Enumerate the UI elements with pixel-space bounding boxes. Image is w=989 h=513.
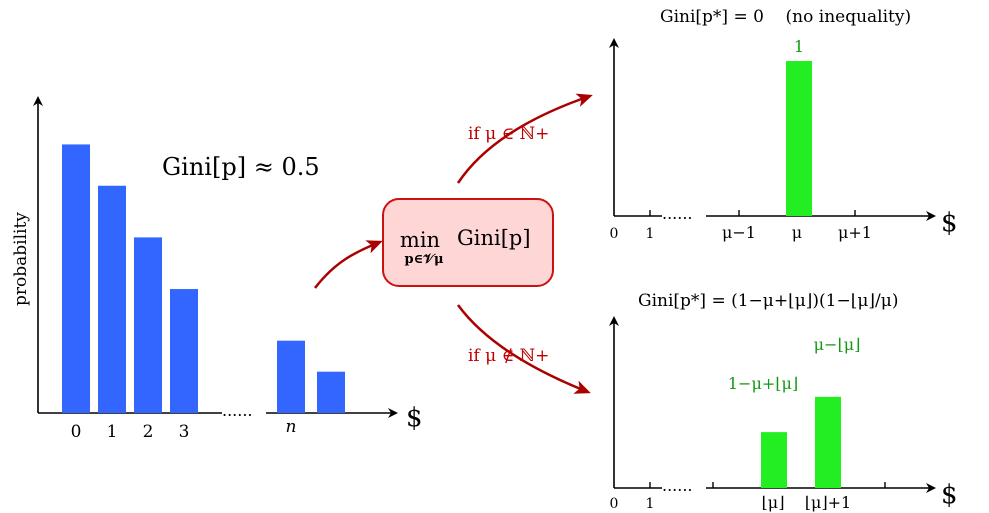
bottom-tick-label-floor: ⌊μ⌋ (762, 493, 785, 512)
top-x-dots: ...... (662, 204, 693, 223)
center-box-frame (382, 198, 554, 287)
center-box: min p∈𝒱μ Gini[p] (382, 198, 554, 287)
bottom-currency: $ (941, 480, 958, 510)
top-chart-title: Gini[p*] = 0 (no inequality) (660, 7, 911, 27)
left-tick-2: 2 (143, 422, 154, 442)
center-box-expr: Gini[p] (457, 226, 531, 250)
left-bars (62, 144, 345, 414)
center-box-sub: p∈𝒱μ (404, 252, 444, 267)
left-bar-3 (170, 289, 198, 413)
bottom-bar-0 (761, 432, 787, 488)
arrow-bottom-branch (456, 304, 591, 394)
left-bar-5 (317, 371, 345, 413)
top-currency: $ (941, 208, 958, 238)
left-tick-0: 0 (71, 422, 82, 442)
bottom-x-dots: ...... (662, 476, 693, 495)
bottom-bar-1 (815, 396, 841, 488)
arrow-top-branch (456, 93, 593, 184)
bottom-tick-label-floor+1: ⌊μ⌋+1 (805, 493, 851, 512)
bottom-branch-label: if μ ∉ ℕ+ (468, 346, 549, 366)
top-tick-label-mu+1: μ+1 (838, 223, 872, 242)
top-tick-label-0: 0 (610, 226, 619, 242)
left-bar-1 (98, 185, 126, 413)
left-currency: $ (406, 403, 423, 433)
bottom-chart-title: Gini[p*] = (1−μ+⌊μ⌋)(1−⌊μ⌋/μ) (638, 291, 898, 311)
bottom-bar-label-2: μ−⌊μ⌋ (814, 335, 861, 354)
left-bar-0 (62, 144, 90, 414)
left-y-label: probability (11, 212, 31, 306)
top-bar-0 (786, 61, 812, 216)
bottom-chart: Gini[p*] = (1−μ+⌊μ⌋)(1−⌊μ⌋/μ) ...... 1−μ… (609, 291, 958, 512)
bottom-bars (761, 396, 841, 488)
left-bar-2 (134, 237, 162, 413)
left-chart: ...... probability Gini[p] ≈ 0.5 $ 0 1 2… (11, 96, 423, 442)
top-tick-label-1: 1 (646, 226, 655, 242)
top-tick-label-mu: μ (792, 223, 802, 242)
top-chart: Gini[p*] = 0 (no inequality) ...... 1 $ … (609, 7, 958, 242)
bottom-tick-label-0: 0 (610, 496, 619, 512)
arrow-to-box (314, 240, 383, 289)
top-branch-label: if μ ∈ ℕ+ (468, 124, 549, 144)
center-box-op: min (400, 228, 440, 252)
top-bars (786, 61, 812, 216)
left-tick-3: 3 (179, 422, 190, 442)
branch-arrows: if μ ∈ ℕ+ if μ ∉ ℕ+ (314, 93, 593, 394)
left-tick-1: 1 (107, 422, 118, 442)
left-annotation: Gini[p] ≈ 0.5 (162, 153, 320, 181)
bottom-bar-label-1: 1−μ+⌊μ⌋ (728, 374, 798, 393)
left-bar-4 (277, 340, 305, 413)
bottom-tick-label-1: 1 (646, 496, 655, 512)
top-tick-label-mu-1: μ−1 (722, 223, 756, 242)
top-bar-label: 1 (794, 37, 804, 56)
left-tick-n: n (286, 417, 297, 437)
left-x-dots: ...... (222, 401, 253, 420)
